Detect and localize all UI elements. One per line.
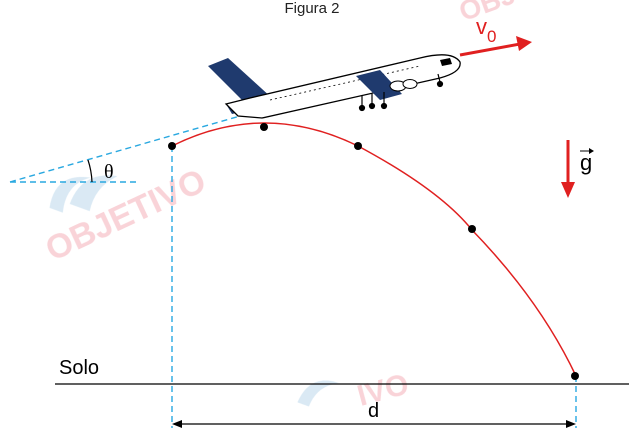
angle-arc xyxy=(87,159,93,183)
trajectory-point xyxy=(354,142,362,150)
distance-arrow xyxy=(172,420,576,428)
distance-label: d xyxy=(368,400,379,422)
trajectory-point xyxy=(168,142,176,150)
velocity-arrow xyxy=(459,36,532,57)
gravity-label: g xyxy=(580,150,592,175)
airplane-fuselage xyxy=(224,54,461,119)
launch-direction-guide xyxy=(9,115,241,183)
gravity-arrow xyxy=(561,140,575,198)
trajectory-point xyxy=(468,225,476,233)
angle-label: θ xyxy=(104,161,114,183)
svg-text:OBJETIVO: OBJETIVO xyxy=(40,162,212,269)
airplane-illustration xyxy=(208,54,461,119)
trajectory-point xyxy=(571,372,579,380)
svg-text:IVO: IVO xyxy=(354,368,412,413)
dashed-guides xyxy=(9,115,577,428)
svg-text:OBJ: OBJ xyxy=(455,0,520,27)
gravity-vector-mark xyxy=(580,148,594,154)
trajectory-curve xyxy=(171,122,577,377)
trajectory-points xyxy=(168,123,579,380)
figure-caption: Figura 2 xyxy=(284,0,339,17)
airplane-wing xyxy=(356,70,402,100)
airplane-tail xyxy=(208,58,272,108)
ground-label: Solo xyxy=(59,357,99,379)
velocity-label: v0 xyxy=(476,14,496,46)
trajectory-point xyxy=(260,123,268,131)
